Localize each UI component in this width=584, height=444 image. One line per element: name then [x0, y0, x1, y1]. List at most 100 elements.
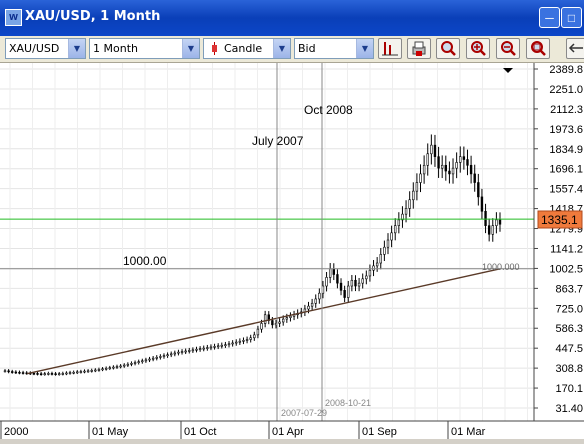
price-tick-label: 586.3 — [555, 323, 583, 335]
price-axis-ticks: 2389.8 2251.0 2112.3 1973.6 1834.9 1696.1 1557… — [534, 64, 583, 415]
candle-body — [426, 153, 429, 166]
candle-body — [451, 167, 455, 175]
candle-body — [271, 320, 274, 326]
candle-body — [448, 170, 451, 175]
candle-body — [61, 373, 65, 375]
candle-body — [466, 159, 469, 166]
scroll-marker-icon[interactable] — [503, 68, 513, 73]
print-button[interactable] — [407, 38, 431, 59]
time-axis[interactable] — [0, 421, 584, 439]
candle-body — [173, 352, 177, 355]
candle-body — [191, 349, 195, 352]
candle-body — [278, 321, 281, 324]
candle-body — [245, 339, 249, 341]
candle-body — [133, 362, 137, 364]
candle-body — [440, 164, 444, 169]
candle-body — [119, 365, 122, 368]
candle-body — [422, 164, 426, 175]
chevron-down-icon[interactable]: ▼ — [356, 39, 373, 58]
price-side-select[interactable]: Bid ▼ — [294, 38, 374, 59]
price-tick-label: 1834.9 — [549, 144, 583, 156]
candle-body — [433, 144, 437, 157]
time-tick-label: 01 Apr — [272, 426, 304, 438]
candle-icon — [210, 42, 219, 58]
candle-body — [415, 182, 419, 192]
chevron-down-icon[interactable]: ▼ — [182, 39, 199, 58]
price-tick-label: 447.5 — [555, 343, 583, 355]
candle-body — [282, 318, 285, 323]
candle-body — [379, 254, 382, 264]
candle-body — [235, 341, 238, 344]
candle-body — [495, 219, 498, 226]
candle-body — [249, 337, 252, 340]
current-price-marker — [537, 210, 583, 229]
chart-toolbar: XAU/USD ▼ 1 Month ▼ Candle ▼ Bid ▼ — [0, 36, 584, 63]
app-icon[interactable]: w — [5, 9, 22, 26]
candle-body — [209, 346, 213, 349]
price-tick-label: 2389.8 — [549, 64, 583, 76]
candle-body — [198, 348, 202, 350]
candle-body — [101, 368, 104, 371]
chart-settings-button[interactable] — [378, 38, 402, 59]
chart-settings-icon — [382, 42, 398, 56]
candle-body — [354, 279, 357, 287]
chevron-down-icon[interactable]: ▼ — [68, 39, 85, 58]
price-tick-label: 1557.4 — [549, 184, 583, 196]
chart-type-select[interactable]: Candle ▼ — [203, 38, 291, 59]
candle-body — [404, 208, 408, 215]
chart-type-value: Candle — [224, 42, 263, 55]
chart-background — [0, 63, 584, 439]
candle-body — [477, 182, 480, 198]
candle-body — [11, 371, 14, 373]
zoom-in-button[interactable] — [466, 38, 490, 59]
candle-body — [188, 350, 191, 352]
chart-canvas[interactable]: 2389.8 2251.0 2112.3 1973.6 1834.9 1696.1 1557… — [0, 63, 584, 439]
candle-body — [159, 356, 162, 358]
candle-body — [397, 219, 401, 226]
price-axis[interactable] — [534, 63, 584, 439]
maximize-button[interactable]: □ — [561, 7, 582, 28]
chevron-down-icon[interactable]: ▼ — [273, 39, 290, 58]
zoom-icon — [441, 41, 456, 56]
price-chart[interactable]: 2389.8 2251.0 2112.3 1973.6 1834.9 1696.1 1557… — [0, 63, 584, 439]
candle-body — [357, 282, 361, 287]
period-select[interactable]: 1 Month ▼ — [89, 38, 200, 59]
price-side-value: Bid — [298, 42, 316, 55]
minimize-button[interactable]: ─ — [539, 7, 560, 28]
candle-body — [195, 348, 198, 351]
candle-body — [151, 357, 155, 360]
candle-body — [227, 343, 231, 346]
arrow-left-icon — [568, 43, 583, 53]
candle-body — [57, 373, 61, 376]
label-july-2007: July 2007 — [252, 134, 304, 148]
time-tick-label: 01 Mar — [451, 426, 486, 438]
candle-body — [220, 344, 223, 347]
zoom-reset-button[interactable] — [526, 38, 550, 59]
candle-body — [50, 373, 54, 375]
zoom-reset-icon — [531, 41, 546, 56]
candle-body — [455, 162, 458, 169]
candle-body — [54, 373, 57, 376]
symbol-value: XAU/USD — [9, 42, 60, 55]
vertical-marker-date-2008: 2008-10-21 — [325, 398, 371, 408]
zoom-button[interactable] — [436, 38, 460, 59]
time-axis-ticks: 2000 01 May 01 Oct 01 Apr 01 Sep 01 Mar — [0, 421, 486, 439]
toolbar-overflow-button[interactable] — [566, 38, 584, 59]
candle-body — [372, 265, 375, 271]
time-tick-label: 01 Sep — [362, 426, 397, 438]
candle-body — [112, 366, 115, 369]
candle-body — [3, 370, 7, 373]
candle-body — [491, 225, 494, 235]
candle-body — [137, 361, 140, 363]
candle-body — [498, 219, 502, 225]
symbol-select[interactable]: XAU/USD ▼ — [5, 38, 86, 59]
zoom-out-button[interactable] — [496, 38, 520, 59]
candle-body — [430, 144, 433, 155]
candle-body — [365, 275, 368, 280]
candle-body — [65, 372, 68, 375]
candle-body — [86, 370, 90, 373]
trendline[interactable] — [26, 268, 501, 375]
candle-body — [343, 290, 346, 298]
candle-body — [144, 359, 148, 362]
candle-body — [21, 372, 25, 374]
